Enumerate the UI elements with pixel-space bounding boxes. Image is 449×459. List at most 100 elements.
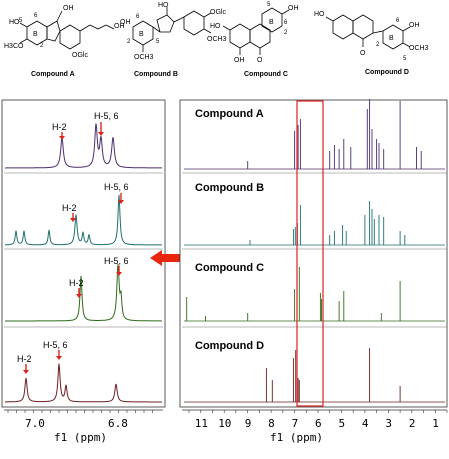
b-ho-label: HO xyxy=(158,2,169,9)
right-title-a: Compound A xyxy=(195,108,264,120)
compound-d-name: Compound D xyxy=(365,69,409,76)
ring-b-hexagon xyxy=(261,7,283,33)
annotation-arrow-head-7 xyxy=(56,356,62,360)
benzene-ring-b xyxy=(183,10,205,36)
annotation-arrow-head-1 xyxy=(98,132,104,136)
b-oglc-label: OGlc xyxy=(210,9,226,16)
right-title-b: Compound B xyxy=(195,182,264,194)
right-tick-labels: 11 10 9 8 7 6 5 4 3 2 1 xyxy=(195,417,439,430)
left-b-h56-label: H-5, 6 xyxy=(104,182,129,192)
compound-a-name: Compound A xyxy=(31,71,75,78)
bond xyxy=(203,28,212,34)
bond xyxy=(203,12,212,18)
a-ring-b-label: B xyxy=(33,31,38,38)
left-a-h56-label: H-5, 6 xyxy=(94,111,119,121)
c-ring-b-label: B xyxy=(269,19,274,26)
right-tick-label-6: 6 xyxy=(315,417,322,430)
d-ho-label: HO xyxy=(314,11,325,18)
bond xyxy=(56,10,63,22)
a-num-6: 6 xyxy=(34,13,38,19)
right-title-c: Compound C xyxy=(195,262,264,274)
b-ring-b-label: B xyxy=(139,31,144,38)
right-axis-label: f1 (ppm) xyxy=(270,431,323,444)
left-d-h56-label: H-5, 6 xyxy=(43,340,68,350)
c-ho-label: HO xyxy=(210,23,221,30)
d-ring-b-label: B xyxy=(389,35,394,42)
d-och3-label: OCH3 xyxy=(409,45,429,52)
right-tick-label-4: 4 xyxy=(362,417,369,430)
annotation-arrow-head-0 xyxy=(59,136,65,140)
ring-c-hexagon xyxy=(352,14,374,40)
right-spectra-frame xyxy=(179,99,448,408)
a-oglc-label: OGlc xyxy=(72,52,88,59)
bond xyxy=(325,16,334,22)
annotation-arrow-head-4 xyxy=(76,294,82,298)
a-och3-label: H3CO xyxy=(4,43,24,50)
c-oh-label: OH xyxy=(288,5,299,12)
right-tick-label-8: 8 xyxy=(268,417,275,430)
c-o-label: O xyxy=(257,57,263,64)
a-oh-label: OH xyxy=(63,5,74,12)
bond xyxy=(402,42,411,48)
left-trace-compound-d xyxy=(5,363,162,403)
annotation-arrow-head-2 xyxy=(70,218,76,222)
bond xyxy=(19,22,28,28)
benzene-ring-a xyxy=(59,24,81,50)
ring-b-hexagon xyxy=(132,20,154,46)
left-trace-compound-b xyxy=(5,194,162,246)
c-num-2: 2 xyxy=(284,30,288,36)
right-tick-label-5: 5 xyxy=(339,417,346,430)
left-b-h2-label: H-2 xyxy=(62,203,77,213)
compound-c-name: Compound C xyxy=(244,71,288,78)
c-oh-label-2: OH xyxy=(234,57,245,64)
left-axis-label: f1 (ppm) xyxy=(54,431,107,444)
bond xyxy=(97,24,107,30)
annotation-arrow-head-6 xyxy=(23,370,29,374)
d-o-label: O xyxy=(360,50,366,57)
ring-a-hexagon xyxy=(229,23,251,49)
ring-a-hexagon xyxy=(332,14,354,40)
left-annotation-arrows xyxy=(23,122,124,374)
right-tick-label-2: 2 xyxy=(409,417,416,430)
ring-c-hexagon xyxy=(249,23,271,49)
structure-compound-d xyxy=(325,14,411,50)
b-och3-label-2: OCH3 xyxy=(207,36,227,43)
right-title-d: Compound D xyxy=(195,340,264,352)
left-trace-compound-a xyxy=(5,123,162,169)
bond xyxy=(281,9,290,15)
structure-compound-c xyxy=(222,7,290,55)
left-minor-ticks xyxy=(7,410,153,413)
a-ho-label: HO xyxy=(9,19,20,26)
transfer-arrow xyxy=(150,250,180,266)
left-tick-7-0: 7.0 xyxy=(25,417,45,430)
d-num-2: 2 xyxy=(376,42,380,48)
annotation-arrow-head-5 xyxy=(116,272,122,276)
a-num-2: 2 xyxy=(40,43,44,49)
right-tick-label-10: 10 xyxy=(218,417,231,430)
left-tick-6-8: 6.8 xyxy=(108,417,128,430)
bond xyxy=(222,25,231,31)
bond xyxy=(372,30,384,34)
highlight-box-7ppm xyxy=(296,100,324,407)
bond xyxy=(402,26,411,32)
left-d-h2-label: H-2 xyxy=(17,354,32,364)
c-num-6: 6 xyxy=(284,20,288,26)
bond xyxy=(173,16,185,23)
right-tick-label-7: 7 xyxy=(292,417,299,430)
structure-compound-b xyxy=(132,7,212,52)
b-num-6: 6 xyxy=(136,14,140,20)
bond xyxy=(105,24,115,30)
right-tick-label-9: 9 xyxy=(245,417,252,430)
left-spectra-frame xyxy=(1,99,166,408)
left-trace-compound-c xyxy=(5,263,162,322)
furan-ring xyxy=(46,20,61,42)
a-num-5: 5 xyxy=(19,18,23,24)
right-tick-label-1: 1 xyxy=(432,417,439,430)
structure-compound-a xyxy=(19,10,115,50)
b-num-2: 2 xyxy=(127,39,131,45)
b-oh-label: OH xyxy=(120,19,131,26)
b-och3-label: OCH3 xyxy=(134,54,154,61)
d-oh-label: OH xyxy=(409,22,420,29)
b-num-5: 5 xyxy=(156,39,160,45)
